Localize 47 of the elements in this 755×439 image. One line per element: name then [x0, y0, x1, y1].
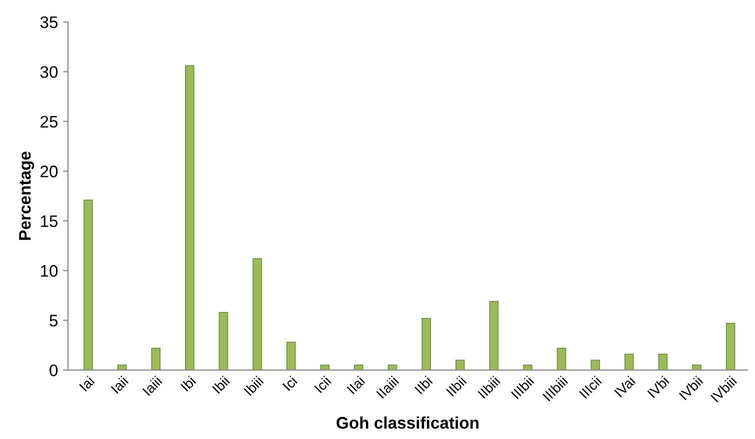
x-tick-label: IVbi: [646, 376, 670, 398]
bar: [556, 348, 566, 370]
y-tick-label: 5: [50, 314, 58, 327]
x-axis-title: Goh classification: [336, 416, 478, 429]
y-tick-label: 15: [40, 215, 58, 228]
x-tick-label: IIbi: [414, 376, 433, 394]
x-tick-label: IIbiii: [477, 376, 500, 399]
y-tick-label: 25: [40, 116, 58, 128]
x-tick-label: Iai: [78, 376, 95, 392]
x-tick-label: IVai: [614, 376, 636, 398]
y-tick-label: 30: [40, 66, 58, 78]
y-tick-label: 10: [40, 265, 58, 277]
bar: [455, 360, 465, 370]
bar: [388, 364, 398, 370]
bar: [185, 65, 194, 370]
bar: [354, 364, 364, 370]
bar: [286, 342, 296, 370]
bar: [692, 364, 702, 370]
bar: [489, 301, 499, 370]
bar: [624, 354, 634, 370]
x-tick-label: Ici: [282, 376, 298, 392]
y-tick-label: 20: [40, 166, 58, 178]
bar: [151, 348, 160, 370]
y-tick-label: 35: [40, 16, 58, 28]
x-tick-label: IIbii: [446, 376, 467, 397]
x-tick-label: IIai: [346, 376, 366, 394]
x-tick-label: Iaiii: [142, 376, 162, 396]
x-tick-label: Iaii: [110, 376, 129, 394]
bar: [523, 364, 532, 370]
x-tick-label: Ibi: [180, 376, 196, 392]
bar: [117, 364, 127, 370]
x-tick-label: IIaiii: [376, 376, 400, 399]
x-tick-label: IIIbii: [510, 376, 534, 400]
x-tick-label: Ibii: [212, 376, 230, 394]
bar: [726, 322, 736, 370]
bar: [590, 360, 600, 370]
bar: [320, 364, 330, 370]
bar: [252, 258, 262, 370]
bar: [84, 200, 93, 370]
bar: [658, 354, 668, 370]
x-tick-label: Icii: [314, 376, 332, 394]
x-tick-label: IIIcii: [578, 376, 602, 399]
bar: [218, 312, 228, 370]
y-tick-label: 0: [50, 364, 58, 376]
bar: [422, 318, 431, 370]
y-axis-title: Percentage: [19, 152, 34, 240]
x-tick-label: Ibiii: [243, 376, 264, 396]
